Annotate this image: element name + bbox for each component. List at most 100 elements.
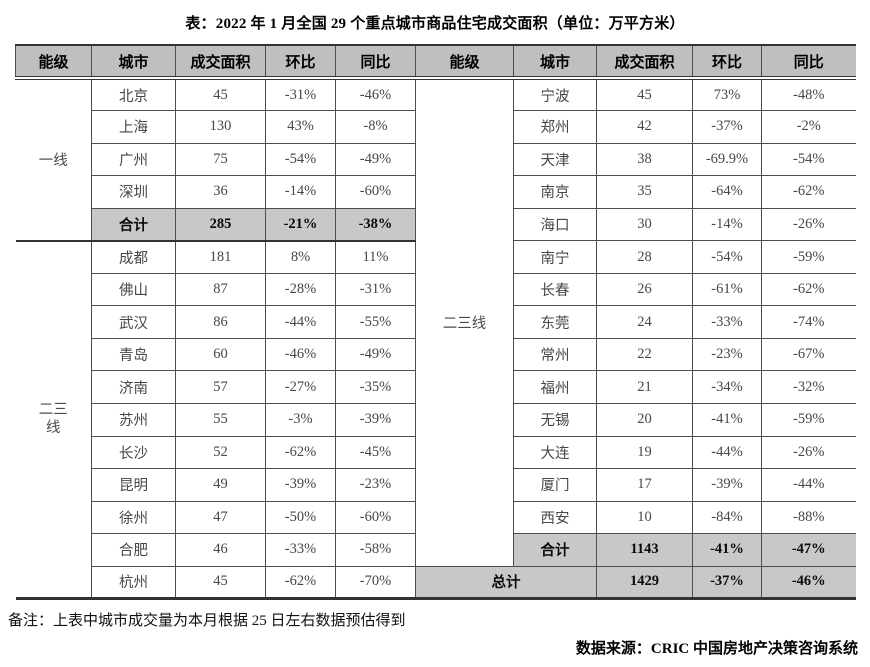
mom-cell: -27%	[265, 370, 336, 404]
subtotal-mom-cell: -21%	[265, 207, 336, 242]
table-row: 合肥 46 -33% -58% 合计 1143 -41% -47%	[16, 533, 856, 567]
area-cell: 181	[175, 240, 266, 274]
tier-cell-right: 二三线	[415, 77, 514, 567]
area-cell: 24	[596, 305, 693, 339]
yoy-cell: 11%	[335, 240, 416, 274]
yoy-cell: -60%	[335, 175, 416, 209]
city-cell: 深圳	[91, 175, 176, 209]
mom-cell: -54%	[265, 142, 336, 177]
total-label-cell: 总计	[415, 565, 597, 601]
footnote: 备注：上表中城市成交量为本月根据 25 日左右数据预估得到	[8, 613, 406, 630]
city-cell: 苏州	[91, 402, 176, 437]
area-cell: 30	[596, 207, 693, 242]
city-cell: 长春	[513, 272, 597, 307]
mom-cell: -37%	[692, 110, 762, 144]
mom-cell: -64%	[692, 175, 762, 209]
area-cell: 10	[596, 500, 693, 535]
area-cell: 87	[175, 272, 266, 307]
yoy-cell: -62%	[761, 175, 856, 209]
area-cell: 47	[175, 500, 266, 535]
column-header-area: 成交面积	[596, 44, 693, 80]
area-cell: 26	[596, 272, 693, 307]
mom-cell: -84%	[692, 500, 762, 535]
header-row: 能级 城市 成交面积 环比 同比 能级 城市 成交面积 环比 同比	[15, 44, 856, 80]
mom-cell: -39%	[692, 468, 762, 502]
yoy-cell: -59%	[761, 402, 856, 437]
mom-cell: -28%	[265, 272, 336, 307]
mom-cell: -23%	[692, 337, 762, 372]
total-yoy-cell: -46%	[761, 565, 856, 601]
mom-cell: -14%	[265, 175, 336, 209]
table-row: 佛山 87 -28% -31% 长春 26 -61% -62%	[16, 272, 856, 307]
area-cell: 57	[175, 370, 266, 404]
city-cell: 长沙	[91, 435, 176, 470]
city-cell: 东莞	[513, 305, 597, 339]
yoy-cell: -2%	[761, 110, 856, 144]
city-cell: 无锡	[513, 402, 597, 437]
table-row: 上海 130 43% -8% 郑州 42 -37% -2%	[16, 110, 856, 144]
yoy-cell: -74%	[761, 305, 856, 339]
mom-cell: 73%	[692, 77, 762, 112]
mom-cell: -3%	[265, 402, 336, 437]
tier-cell-first: 一线	[15, 77, 92, 242]
area-cell: 52	[175, 435, 266, 470]
table-row: 二三 线 成都 181 8% 11% 南宁 28 -54% -59%	[15, 240, 856, 601]
subtotal-area-cell: 285	[175, 207, 266, 242]
yoy-cell: -44%	[761, 468, 856, 502]
subtotal-area-cell: 1143	[596, 533, 693, 567]
area-cell: 45	[175, 77, 266, 112]
table-row: 苏州 55 -3% -39% 无锡 20 -41% -59%	[16, 402, 856, 437]
city-cell: 厦门	[513, 468, 597, 502]
yoy-cell: -46%	[335, 77, 416, 112]
yoy-cell: -67%	[761, 337, 856, 372]
mom-cell: -61%	[692, 272, 762, 307]
city-cell: 常州	[513, 337, 597, 372]
column-header-yoy: 同比	[335, 44, 416, 80]
yoy-cell: -59%	[761, 240, 856, 274]
yoy-cell: -58%	[335, 533, 416, 567]
area-cell: 38	[596, 142, 693, 177]
column-header-area: 成交面积	[175, 44, 266, 80]
city-cell: 大连	[513, 435, 597, 470]
mom-cell: -50%	[265, 500, 336, 535]
mom-cell: -54%	[692, 240, 762, 274]
column-header-mom: 环比	[692, 44, 762, 80]
data-table: 能级 城市 成交面积 环比 同比 能级 城市 成交面积 环比 同比 一线 北京 …	[15, 44, 856, 601]
subtotal-label-cell: 合计	[513, 533, 597, 567]
tier-cell-second: 二三 线	[15, 240, 92, 601]
mom-cell: -44%	[265, 305, 336, 339]
area-cell: 20	[596, 402, 693, 437]
city-cell: 北京	[91, 77, 176, 112]
city-cell: 海口	[513, 207, 597, 242]
area-cell: 19	[596, 435, 693, 470]
area-cell: 17	[596, 468, 693, 502]
subtotal-label-cell: 合计	[91, 207, 176, 242]
mom-cell: -44%	[692, 435, 762, 470]
mom-cell: -69.9%	[692, 142, 762, 177]
area-cell: 86	[175, 305, 266, 339]
mom-cell: -41%	[692, 402, 762, 437]
yoy-cell: -26%	[761, 207, 856, 242]
city-cell: 武汉	[91, 305, 176, 339]
table-row: 一线 北京 45 -31% -46% 二三线 宁波 45 73% -48%	[15, 77, 856, 567]
column-header-mom: 环比	[265, 44, 336, 80]
mom-cell: -33%	[265, 533, 336, 567]
mom-cell: -14%	[692, 207, 762, 242]
city-cell: 上海	[91, 110, 176, 144]
total-area-cell: 1429	[596, 565, 693, 601]
column-header-tier: 能级	[415, 44, 514, 80]
area-cell: 55	[175, 402, 266, 437]
city-cell: 合肥	[91, 533, 176, 567]
area-cell: 49	[175, 468, 266, 502]
area-cell: 45	[596, 77, 693, 112]
city-cell: 徐州	[91, 500, 176, 535]
mom-cell: 8%	[265, 240, 336, 274]
mom-cell: -34%	[692, 370, 762, 404]
yoy-cell: -55%	[335, 305, 416, 339]
area-cell: 45	[175, 565, 266, 601]
area-cell: 36	[175, 175, 266, 209]
city-cell: 西安	[513, 500, 597, 535]
area-cell: 60	[175, 337, 266, 372]
city-cell: 南京	[513, 175, 597, 209]
